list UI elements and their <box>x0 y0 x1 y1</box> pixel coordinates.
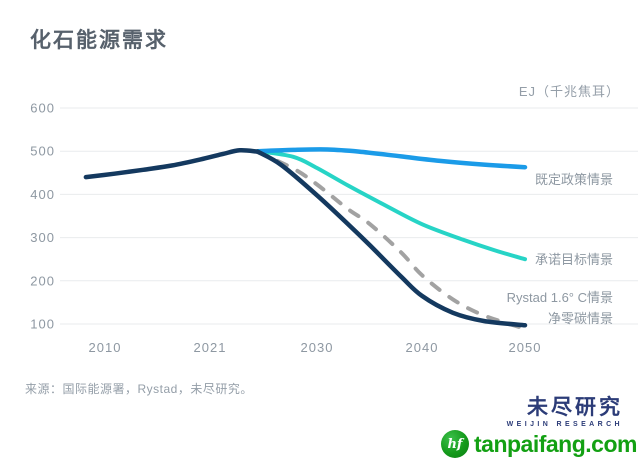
series-label-aps: 承诺目标情景 <box>534 252 613 267</box>
x-tick-label: 2021 <box>194 340 227 355</box>
series-line-aps <box>255 149 527 262</box>
y-tick-label: 200 <box>30 273 55 288</box>
y-tick-label: 500 <box>30 144 55 159</box>
page-title: 化石能源需求 <box>30 29 168 52</box>
x-tick-label: 2030 <box>301 340 334 355</box>
x-tick-label: 2050 <box>509 340 542 355</box>
series-label-steps: 既定政策情景 <box>534 172 613 187</box>
series-label-nze: 净零碳情景 <box>547 311 613 326</box>
weijin-logo-text: 未尽研究 <box>527 394 623 419</box>
series-label-rystad16: Rystad 1.6° C情景 <box>506 290 613 305</box>
series-line-steps <box>255 147 528 170</box>
y-tick-label: 600 <box>30 101 55 116</box>
weijin-logo-subtext: WEIJIN RESEARCH <box>506 421 623 428</box>
tanpaifang-leaf-icon: hf <box>441 430 469 458</box>
series-line-nze <box>255 149 528 328</box>
y-tick-label: 400 <box>30 187 55 202</box>
weijin-research-logo: 未尽研究 WEIJIN RESEARCH <box>506 394 623 429</box>
x-tick-label: 2040 <box>406 340 439 355</box>
source-note: 来源：国际能源署，Rystad，未尽研究。 <box>25 382 253 396</box>
tanpaifang-logo-text: tanpaifang.com <box>474 430 637 457</box>
series-line-rystad16 <box>255 150 527 331</box>
series-line-historical <box>83 147 260 180</box>
y-tick-label: 100 <box>30 317 55 332</box>
y-tick-label: 300 <box>30 230 55 245</box>
x-tick-label: 2010 <box>89 340 122 355</box>
unit-label: EJ（千兆焦耳） <box>518 84 620 99</box>
tanpaifang-logo[interactable]: hf tanpaifang.com <box>441 430 637 458</box>
